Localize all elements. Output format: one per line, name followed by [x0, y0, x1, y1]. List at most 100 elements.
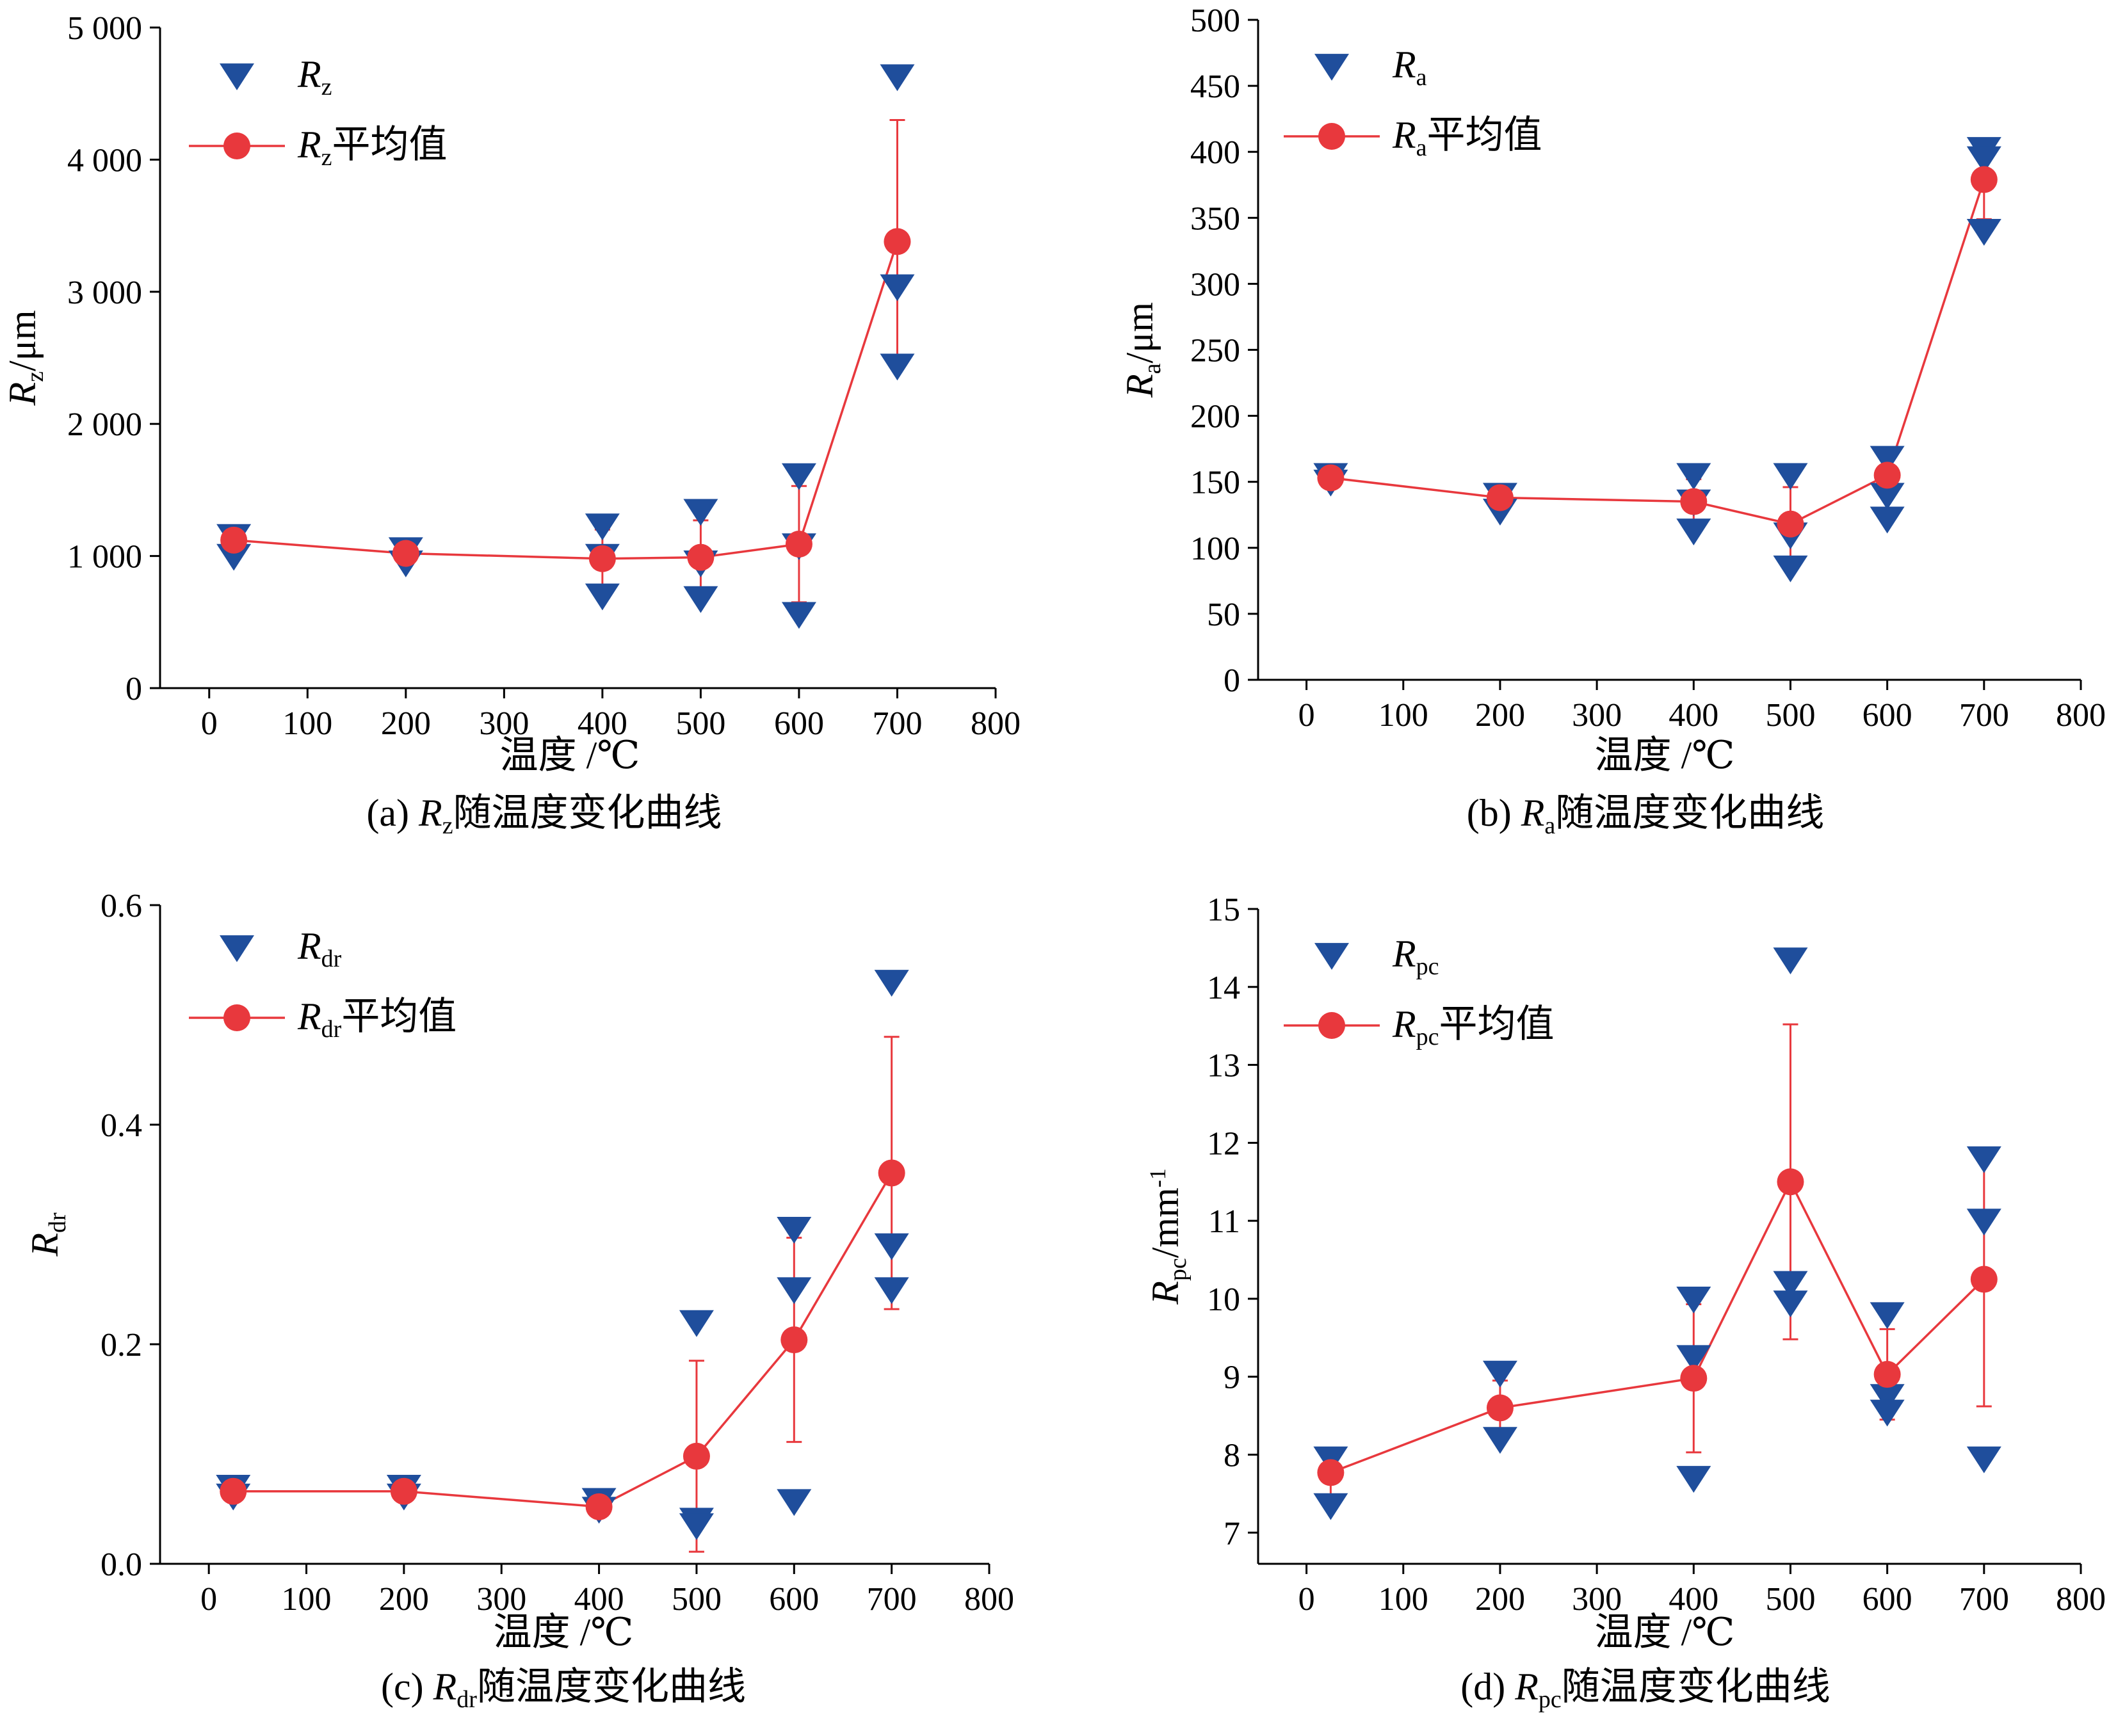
y-tick-label: 3 000: [67, 275, 142, 311]
y-axis-unit: /μm: [1, 310, 44, 371]
y-axis-unit: /μm: [1119, 302, 1161, 364]
legend-mean-label: Rz平均值: [297, 124, 448, 171]
x-tick-label: 100: [1378, 697, 1428, 734]
y-axis-subscript: dr: [44, 1212, 71, 1233]
sample-point: [1676, 1287, 1711, 1314]
legend-mean-marker: [223, 1004, 250, 1031]
legend-symbol: R: [297, 53, 321, 95]
legend-suffix: 平均值: [332, 124, 448, 166]
mean-point: [1680, 488, 1708, 515]
sample-point: [585, 583, 620, 611]
mean-point: [1970, 166, 1998, 193]
caption-prefix: (a): [366, 792, 419, 834]
x-tick-label: 600: [1863, 1581, 1912, 1618]
sample-point: [1966, 1209, 2001, 1236]
legend-symbol: R: [1392, 1003, 1416, 1045]
legend-symbol: R: [297, 995, 321, 1038]
legend-suffix: 平均值: [1439, 1003, 1555, 1045]
mean-point: [1873, 462, 1901, 489]
sample-point: [880, 353, 915, 381]
legend-sample-marker: [1314, 943, 1349, 970]
y-tick-label: 2 000: [67, 406, 142, 443]
caption-prefix: (d): [1460, 1666, 1515, 1708]
mean-line: [1330, 179, 1985, 526]
mean-point: [1970, 1266, 1998, 1293]
legend-symbol: R: [297, 124, 321, 166]
sample-point: [683, 499, 718, 526]
y-tick-label: 12: [1207, 1125, 1240, 1162]
mean-point: [878, 1159, 905, 1187]
x-tick-label: 500: [672, 1581, 722, 1618]
legend-subscript: pc: [1416, 953, 1439, 980]
sample-point: [585, 513, 620, 541]
sample-point: [1482, 1360, 1517, 1388]
mean-point: [1680, 1365, 1708, 1392]
caption-prefix: (b): [1467, 792, 1521, 834]
legend-sample-marker: [220, 935, 254, 962]
sample-point: [1870, 483, 1905, 510]
mean-point: [588, 545, 616, 572]
x-tick-label: 800: [971, 705, 1021, 742]
legend-symbol: R: [1392, 114, 1416, 156]
legend-subscript: z: [321, 74, 332, 100]
panel-c: 0 100 200 300 400 500 600 700 800 0.0 0.2 0.4 0.6 温度 …: [24, 888, 1014, 1713]
caption-symbol: R: [433, 1666, 457, 1708]
y-tick-label: 8: [1224, 1438, 1240, 1474]
y-tick-label: 9: [1224, 1360, 1240, 1396]
x-tick-label: 100: [282, 1581, 332, 1618]
legend-subscript: dr: [321, 945, 342, 972]
mean-point: [1317, 464, 1345, 492]
mean-point: [785, 531, 812, 558]
legend-sample-label: Rpc: [1392, 933, 1439, 980]
sample-point: [1773, 555, 1808, 583]
y-axis-symbol: R: [1, 382, 44, 406]
mean-point: [585, 1493, 613, 1520]
sample-point: [1966, 1146, 2001, 1173]
y-tick-label: 0: [1224, 663, 1240, 699]
y-tick-label: 13: [1207, 1048, 1240, 1084]
caption-suffix: 随温度变化曲线: [453, 792, 722, 834]
y-tick-label: 14: [1207, 970, 1240, 1006]
mean-point: [390, 1477, 417, 1505]
caption-suffix: 随温度变化曲线: [1555, 792, 1824, 834]
mean-point: [220, 526, 248, 554]
caption-subscript: a: [1544, 812, 1555, 839]
sample-point: [777, 1277, 812, 1305]
caption-subscript: z: [442, 812, 453, 839]
mean-line: [1330, 1179, 1985, 1474]
legend-mean-label: Ra平均值: [1392, 114, 1542, 161]
x-tick-label: 200: [1475, 1581, 1525, 1618]
sample-point: [874, 1233, 909, 1260]
mean-point: [1777, 1168, 1804, 1196]
caption-symbol: R: [418, 792, 442, 834]
sample-point: [777, 1217, 812, 1244]
legend-suffix: 平均值: [1427, 114, 1542, 156]
legend-suffix: 平均值: [341, 995, 457, 1038]
y-tick-label: 7: [1224, 1515, 1240, 1552]
x-tick-label: 500: [1765, 697, 1815, 734]
sample-point: [1870, 446, 1905, 473]
mean-point: [1486, 484, 1514, 511]
y-tick-label: 11: [1208, 1203, 1240, 1240]
x-tick-label: 800: [2056, 697, 2106, 734]
sample-point: [1773, 463, 1808, 490]
legend-subscript: a: [1416, 134, 1427, 161]
y-axis-symbol: R: [1144, 1281, 1186, 1305]
y-tick-label: 200: [1190, 399, 1240, 435]
x-tick-label: 400: [1669, 697, 1718, 734]
legend-subscript: pc: [1416, 1024, 1439, 1050]
legend-sample-marker: [220, 63, 254, 90]
sample-point: [880, 274, 915, 301]
x-tick-label: 700: [867, 1581, 917, 1618]
mean-line: [234, 241, 899, 560]
x-tick-label: 600: [774, 705, 824, 742]
x-axis-title: 温度 /℃: [1595, 1611, 1735, 1653]
sample-point: [1870, 506, 1905, 534]
mean-point: [1486, 1394, 1514, 1422]
panel-caption: (d) Rpc随温度变化曲线: [1460, 1666, 1830, 1713]
sample-point: [777, 1489, 812, 1516]
y-axis-title: Ra/μm: [1119, 302, 1166, 398]
sample-point: [679, 1513, 714, 1540]
y-tick-label: 300: [1190, 266, 1240, 303]
